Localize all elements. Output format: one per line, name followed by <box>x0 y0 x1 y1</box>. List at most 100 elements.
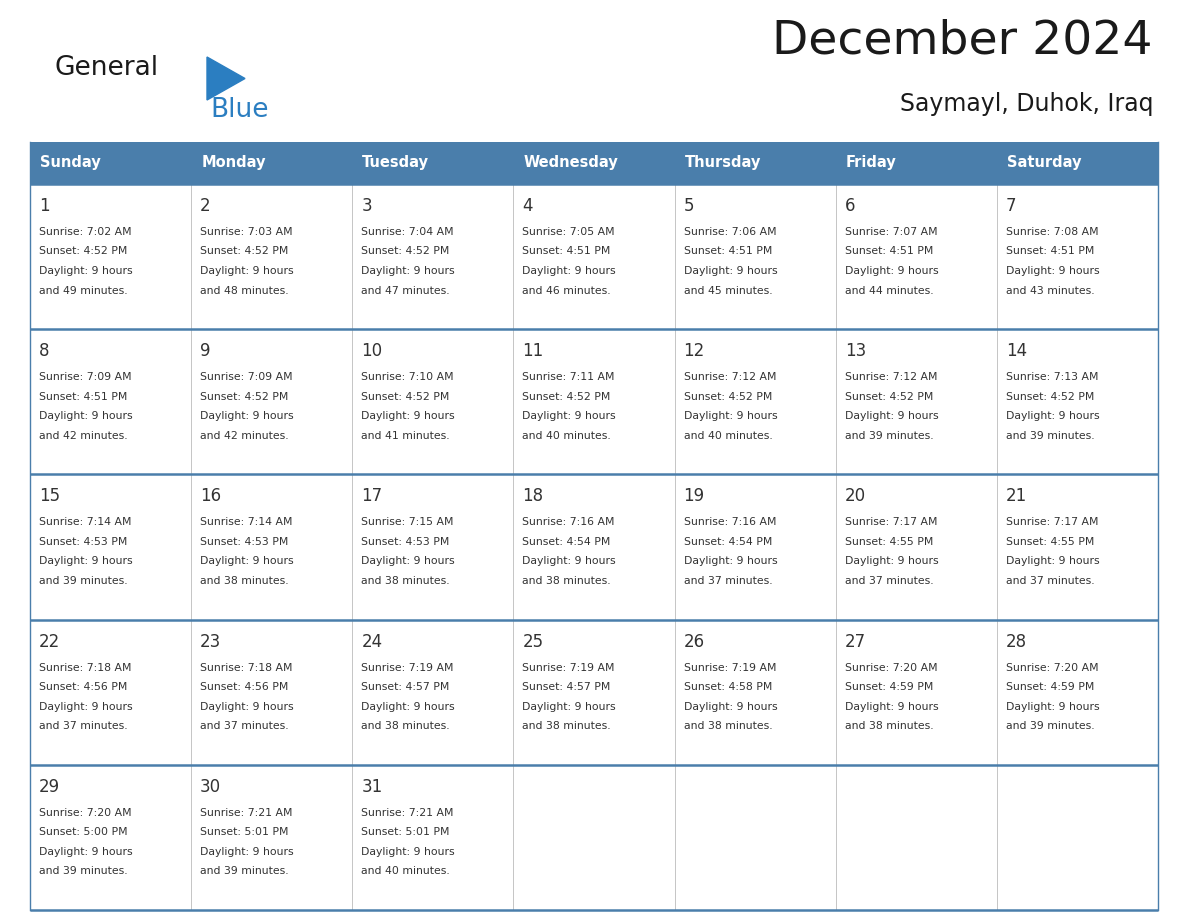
Bar <box>835 330 997 475</box>
Text: 26: 26 <box>683 633 704 651</box>
Text: Sunset: 5:01 PM: Sunset: 5:01 PM <box>361 827 450 837</box>
Text: Sunset: 4:52 PM: Sunset: 4:52 PM <box>200 247 289 256</box>
Bar <box>675 142 835 184</box>
Text: Sunrise: 7:04 AM: Sunrise: 7:04 AM <box>361 227 454 237</box>
Text: Sunset: 4:57 PM: Sunset: 4:57 PM <box>361 682 450 692</box>
Text: Sunrise: 7:14 AM: Sunrise: 7:14 AM <box>200 518 292 528</box>
Text: Daylight: 9 hours: Daylight: 9 hours <box>39 556 133 566</box>
Text: Daylight: 9 hours: Daylight: 9 hours <box>39 266 133 276</box>
Text: Sunset: 4:52 PM: Sunset: 4:52 PM <box>1006 392 1094 402</box>
Text: Daylight: 9 hours: Daylight: 9 hours <box>683 266 777 276</box>
Text: and 37 minutes.: and 37 minutes. <box>200 722 289 731</box>
Text: Sunrise: 7:19 AM: Sunrise: 7:19 AM <box>683 663 776 673</box>
Bar <box>675 475 835 620</box>
Text: and 48 minutes.: and 48 minutes. <box>200 285 289 296</box>
Text: 1: 1 <box>39 197 50 215</box>
Text: and 38 minutes.: and 38 minutes. <box>361 722 450 731</box>
Bar <box>191 330 353 475</box>
Text: Daylight: 9 hours: Daylight: 9 hours <box>845 556 939 566</box>
Text: and 38 minutes.: and 38 minutes. <box>845 722 934 731</box>
Text: 20: 20 <box>845 487 866 506</box>
Bar <box>513 330 675 475</box>
Text: Daylight: 9 hours: Daylight: 9 hours <box>845 411 939 421</box>
Text: Sunrise: 7:14 AM: Sunrise: 7:14 AM <box>39 518 132 528</box>
Text: Sunset: 4:52 PM: Sunset: 4:52 PM <box>361 392 450 402</box>
Polygon shape <box>207 57 245 100</box>
Bar <box>835 475 997 620</box>
Text: Sunset: 4:55 PM: Sunset: 4:55 PM <box>1006 537 1094 547</box>
Text: 7: 7 <box>1006 197 1017 215</box>
Bar <box>353 330 513 475</box>
Text: Sunrise: 7:20 AM: Sunrise: 7:20 AM <box>1006 663 1099 673</box>
Bar <box>353 475 513 620</box>
Bar <box>997 330 1158 475</box>
Text: Sunset: 4:58 PM: Sunset: 4:58 PM <box>683 682 772 692</box>
Text: Daylight: 9 hours: Daylight: 9 hours <box>523 266 617 276</box>
Bar <box>835 142 997 184</box>
Text: Daylight: 9 hours: Daylight: 9 hours <box>361 701 455 711</box>
Text: Sunset: 4:59 PM: Sunset: 4:59 PM <box>1006 682 1094 692</box>
Text: 30: 30 <box>200 778 221 796</box>
Text: 15: 15 <box>39 487 61 506</box>
Text: and 39 minutes.: and 39 minutes. <box>845 431 934 441</box>
Text: Sunset: 4:52 PM: Sunset: 4:52 PM <box>845 392 933 402</box>
Bar <box>997 765 1158 910</box>
Text: Blue: Blue <box>210 97 268 123</box>
Text: Sunrise: 7:02 AM: Sunrise: 7:02 AM <box>39 227 132 237</box>
Text: 19: 19 <box>683 487 704 506</box>
Bar <box>835 765 997 910</box>
Text: 18: 18 <box>523 487 544 506</box>
Text: Sunrise: 7:21 AM: Sunrise: 7:21 AM <box>200 808 292 818</box>
Bar <box>30 330 191 475</box>
Text: Sunset: 4:51 PM: Sunset: 4:51 PM <box>1006 247 1094 256</box>
Bar <box>513 475 675 620</box>
Text: and 37 minutes.: and 37 minutes. <box>683 576 772 586</box>
Text: Sunset: 5:01 PM: Sunset: 5:01 PM <box>200 827 289 837</box>
Text: Daylight: 9 hours: Daylight: 9 hours <box>845 266 939 276</box>
Text: Sunset: 4:52 PM: Sunset: 4:52 PM <box>361 247 450 256</box>
Text: 3: 3 <box>361 197 372 215</box>
Text: and 38 minutes.: and 38 minutes. <box>200 576 289 586</box>
Bar <box>997 184 1158 330</box>
Text: Sunset: 4:51 PM: Sunset: 4:51 PM <box>683 247 772 256</box>
Bar <box>353 142 513 184</box>
Text: and 39 minutes.: and 39 minutes. <box>1006 722 1094 731</box>
Text: Sunset: 4:52 PM: Sunset: 4:52 PM <box>683 392 772 402</box>
Text: and 40 minutes.: and 40 minutes. <box>523 431 611 441</box>
Text: Daylight: 9 hours: Daylight: 9 hours <box>845 701 939 711</box>
Text: and 47 minutes.: and 47 minutes. <box>361 285 450 296</box>
Text: December 2024: December 2024 <box>772 18 1154 63</box>
Text: 10: 10 <box>361 342 383 360</box>
Text: Sunset: 4:53 PM: Sunset: 4:53 PM <box>39 537 127 547</box>
Bar <box>675 620 835 765</box>
Text: Sunrise: 7:15 AM: Sunrise: 7:15 AM <box>361 518 454 528</box>
Bar <box>30 620 191 765</box>
Bar <box>997 620 1158 765</box>
Text: Sunrise: 7:17 AM: Sunrise: 7:17 AM <box>1006 518 1099 528</box>
Text: Sunrise: 7:13 AM: Sunrise: 7:13 AM <box>1006 372 1099 382</box>
Text: Daylight: 9 hours: Daylight: 9 hours <box>1006 266 1099 276</box>
Text: Sunrise: 7:18 AM: Sunrise: 7:18 AM <box>39 663 132 673</box>
Text: Wednesday: Wednesday <box>524 155 618 171</box>
Text: Sunset: 4:53 PM: Sunset: 4:53 PM <box>200 537 289 547</box>
Text: Daylight: 9 hours: Daylight: 9 hours <box>200 846 293 856</box>
Text: Sunday: Sunday <box>40 155 101 171</box>
Text: Sunrise: 7:09 AM: Sunrise: 7:09 AM <box>39 372 132 382</box>
Text: 14: 14 <box>1006 342 1026 360</box>
Bar <box>353 620 513 765</box>
Text: Sunrise: 7:12 AM: Sunrise: 7:12 AM <box>845 372 937 382</box>
Text: Thursday: Thursday <box>684 155 762 171</box>
Text: Daylight: 9 hours: Daylight: 9 hours <box>683 556 777 566</box>
Text: Daylight: 9 hours: Daylight: 9 hours <box>39 846 133 856</box>
Text: Sunset: 4:55 PM: Sunset: 4:55 PM <box>845 537 933 547</box>
Text: Sunrise: 7:21 AM: Sunrise: 7:21 AM <box>361 808 454 818</box>
Text: Sunrise: 7:03 AM: Sunrise: 7:03 AM <box>200 227 292 237</box>
Text: 9: 9 <box>200 342 210 360</box>
Text: Daylight: 9 hours: Daylight: 9 hours <box>361 556 455 566</box>
Text: Sunrise: 7:06 AM: Sunrise: 7:06 AM <box>683 227 776 237</box>
Bar <box>997 142 1158 184</box>
Text: and 38 minutes.: and 38 minutes. <box>523 722 611 731</box>
Text: 23: 23 <box>200 633 221 651</box>
Text: Sunrise: 7:07 AM: Sunrise: 7:07 AM <box>845 227 937 237</box>
Bar <box>835 184 997 330</box>
